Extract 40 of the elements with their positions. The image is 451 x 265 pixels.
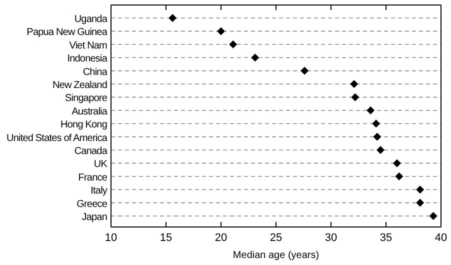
point bbox=[168, 14, 177, 22]
y-tick-label: UK bbox=[94, 159, 108, 170]
y-tick-label: New Zealand bbox=[52, 80, 107, 91]
point bbox=[300, 66, 309, 75]
y-tick-label: Japan bbox=[82, 212, 107, 223]
x-tick-label: 20 bbox=[214, 232, 228, 244]
point bbox=[373, 132, 382, 141]
point bbox=[376, 146, 384, 154]
x-tick-label: 35 bbox=[380, 232, 392, 244]
point bbox=[416, 198, 424, 207]
x-tick-label: 30 bbox=[324, 232, 338, 244]
x-axis-title: Median age (years) bbox=[232, 250, 320, 261]
x-tick-label: 25 bbox=[270, 232, 282, 244]
y-tick-label: France bbox=[78, 172, 108, 184]
y-tick-label: Italy bbox=[90, 186, 108, 197]
point bbox=[251, 54, 260, 62]
y-tick-label: Canada bbox=[74, 146, 108, 157]
point bbox=[351, 93, 360, 102]
y-tick-label: Indonesia bbox=[67, 54, 108, 65]
x-tick-label: 40 bbox=[434, 232, 448, 244]
point bbox=[416, 186, 424, 194]
point bbox=[350, 80, 358, 88]
x-tick-label: 10 bbox=[104, 232, 118, 244]
point bbox=[395, 172, 404, 180]
point bbox=[229, 40, 238, 48]
point bbox=[429, 212, 438, 220]
y-tick-label: Uganda bbox=[74, 14, 108, 25]
y-tick-label: Viet Nam bbox=[69, 40, 108, 52]
y-tick-label: Singapore bbox=[65, 93, 108, 104]
y-tick-label: China bbox=[82, 66, 108, 78]
point bbox=[372, 120, 380, 128]
y-tick-label: Greece bbox=[76, 198, 108, 210]
y-tick-label: Hong Kong bbox=[60, 120, 107, 131]
point bbox=[366, 106, 375, 114]
x-tick-label: 15 bbox=[160, 232, 172, 244]
y-tick-label: United States of America bbox=[6, 132, 108, 144]
point bbox=[393, 159, 401, 168]
y-tick-label: Papua New Guinea bbox=[26, 27, 108, 38]
point bbox=[217, 27, 225, 36]
y-tick-label: Australia bbox=[72, 106, 108, 118]
